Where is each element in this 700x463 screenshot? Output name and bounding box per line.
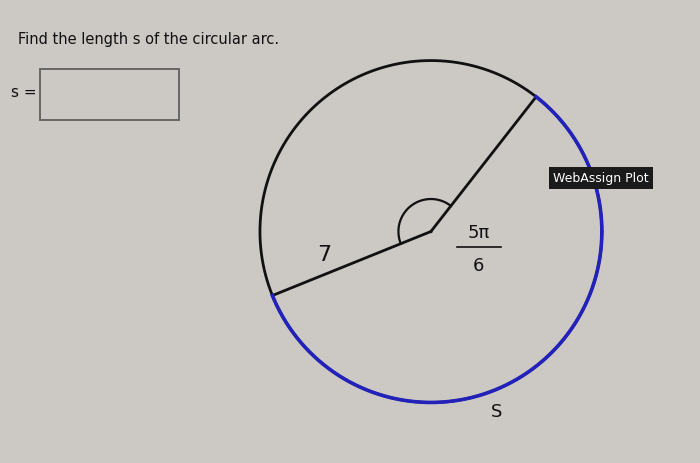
Text: Find the length s of the circular arc.: Find the length s of the circular arc.	[18, 32, 279, 47]
Text: 6: 6	[473, 257, 484, 275]
Text: S: S	[491, 403, 502, 420]
Text: 5π: 5π	[468, 224, 490, 242]
FancyBboxPatch shape	[41, 69, 179, 120]
Text: WebAssign Plot: WebAssign Plot	[554, 172, 649, 185]
Text: 7: 7	[318, 245, 332, 265]
Text: s =: s =	[11, 85, 37, 100]
